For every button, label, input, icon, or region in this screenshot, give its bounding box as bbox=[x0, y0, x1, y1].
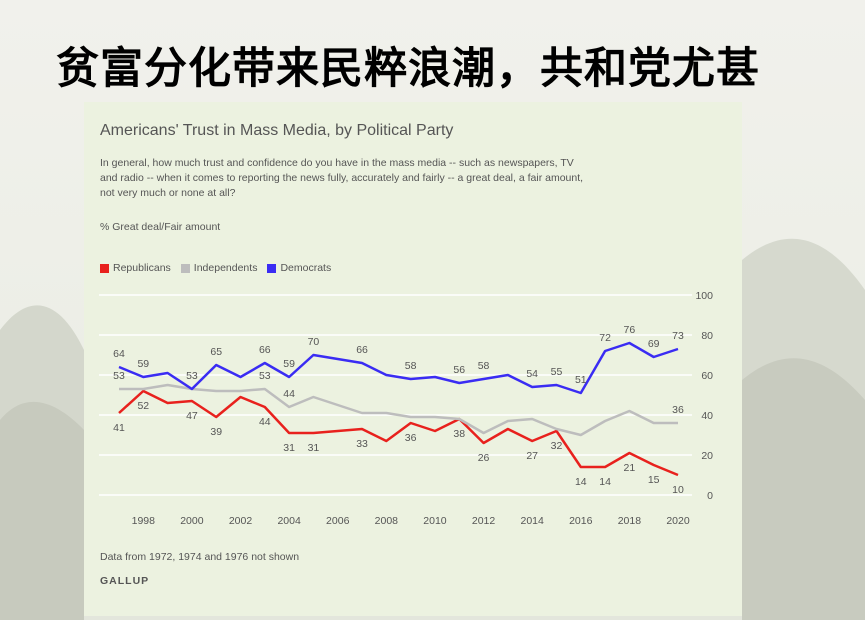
data-label-republicans: 39 bbox=[210, 426, 222, 438]
x-tick-label: 2018 bbox=[618, 515, 642, 527]
x-tick-label: 1998 bbox=[132, 515, 156, 527]
legend: Republicans Independents Democrats bbox=[100, 262, 341, 274]
y-tick-label: 40 bbox=[701, 410, 713, 422]
x-tick-label: 2008 bbox=[375, 515, 399, 527]
legend-swatch-independents bbox=[180, 263, 190, 273]
data-label-democrats: 66 bbox=[259, 344, 271, 356]
data-label-republicans: 26 bbox=[478, 452, 490, 464]
data-label-democrats: 51 bbox=[575, 374, 587, 386]
x-tick-label: 2012 bbox=[472, 515, 496, 527]
data-label-democrats: 72 bbox=[599, 332, 611, 344]
x-tick-label: 2014 bbox=[520, 515, 544, 527]
data-label-republicans: 14 bbox=[599, 476, 611, 488]
x-tick-label: 2004 bbox=[277, 515, 301, 527]
data-label-democrats: 76 bbox=[624, 324, 636, 336]
data-label-democrats: 55 bbox=[551, 366, 563, 378]
slide-title: 贫富分化带来民粹浪潮，共和党尤甚 bbox=[56, 44, 760, 94]
data-label-democrats: 73 bbox=[672, 330, 684, 342]
series-line-democrats bbox=[118, 341, 679, 395]
y-tick-label: 20 bbox=[701, 450, 713, 462]
data-label-democrats: 69 bbox=[648, 338, 660, 350]
data-label-independents: 36 bbox=[672, 404, 684, 416]
chart-note: Data from 1972, 1974 and 1976 not shown bbox=[100, 551, 300, 563]
data-label-democrats: 70 bbox=[308, 336, 320, 348]
data-label-republicans: 32 bbox=[551, 440, 563, 452]
data-label-republicans: 41 bbox=[113, 422, 125, 434]
data-label-democrats: 58 bbox=[405, 360, 417, 372]
source-label: GALLUP bbox=[100, 575, 150, 587]
legend-swatch-democrats bbox=[267, 263, 277, 273]
data-label-independents: 44 bbox=[283, 388, 295, 400]
series-line-independents bbox=[119, 383, 678, 437]
series-line-republicans bbox=[118, 389, 679, 477]
data-label-republicans: 47 bbox=[186, 410, 198, 422]
data-label-republicans: 31 bbox=[308, 442, 320, 454]
x-tick-label: 2020 bbox=[666, 515, 690, 527]
y-axis-label: % Great deal/Fair amount bbox=[100, 221, 221, 233]
data-label-democrats: 65 bbox=[210, 346, 222, 358]
legend-label-independents: Independents bbox=[193, 262, 258, 274]
y-tick-label: 100 bbox=[695, 290, 713, 302]
data-label-republicans: 36 bbox=[405, 432, 417, 444]
data-label-republicans: 52 bbox=[137, 400, 149, 412]
y-tick-label: 0 bbox=[707, 490, 713, 502]
legend-item-independents: Independents bbox=[180, 262, 258, 274]
data-label-republicans: 38 bbox=[453, 428, 465, 440]
data-label-democrats: 66 bbox=[356, 344, 368, 356]
data-label-democrats: 56 bbox=[453, 364, 465, 376]
data-label-republicans: 33 bbox=[356, 438, 368, 450]
chart-title: Americans' Trust in Mass Media, by Polit… bbox=[100, 122, 454, 139]
y-tick-label: 80 bbox=[701, 330, 713, 342]
data-label-republicans: 14 bbox=[575, 476, 587, 488]
data-label-democrats: 59 bbox=[283, 358, 295, 370]
data-label-democrats: 54 bbox=[526, 368, 538, 380]
legend-item-democrats: Democrats bbox=[267, 262, 331, 274]
data-label-republicans: 31 bbox=[283, 442, 295, 454]
data-label-republicans: 15 bbox=[648, 474, 660, 486]
legend-swatch-republicans bbox=[100, 263, 109, 273]
data-label-democrats: 58 bbox=[478, 360, 490, 372]
data-label-republicans: 10 bbox=[672, 484, 684, 496]
data-label-republicans: 27 bbox=[526, 450, 538, 462]
data-label-republicans: 44 bbox=[259, 416, 271, 428]
legend-item-republicans: Republicans bbox=[100, 262, 171, 274]
data-label-republicans: 21 bbox=[624, 462, 636, 474]
chart-panel: Americans' Trust in Mass Media, by Polit… bbox=[84, 102, 742, 616]
legend-label-democrats: Democrats bbox=[280, 262, 332, 274]
x-tick-label: 2010 bbox=[423, 515, 447, 527]
y-tick-label: 60 bbox=[701, 370, 713, 382]
line-chart: 0 20 40 60 80 100 1998 2000 2002 2004 2006 2008 2010… bbox=[99, 290, 713, 527]
x-tick-label: 2016 bbox=[569, 515, 593, 527]
data-label-independents: 53 bbox=[259, 370, 271, 382]
data-label-democrats: 64 bbox=[113, 348, 125, 360]
data-label-democrats: 59 bbox=[137, 358, 149, 370]
legend-label-republicans: Republicans bbox=[113, 262, 171, 274]
x-tick-label: 2002 bbox=[229, 515, 253, 527]
x-tick-label: 2006 bbox=[326, 515, 350, 527]
chart-question: In general, how much trust and confidenc… bbox=[100, 157, 584, 199]
data-label-independents: 53 bbox=[113, 370, 125, 382]
x-tick-label: 2000 bbox=[180, 515, 204, 527]
data-label-democrats: 53 bbox=[186, 370, 198, 382]
